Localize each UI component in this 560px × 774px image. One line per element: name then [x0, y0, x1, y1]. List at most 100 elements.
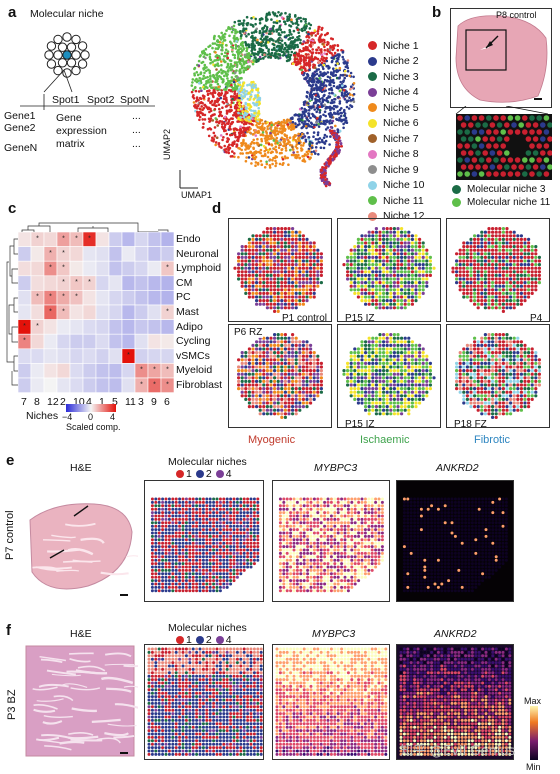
- umap-point: [341, 118, 345, 122]
- umap-point: [304, 138, 308, 142]
- tissue-spot: [312, 376, 316, 380]
- c-colorbar: [66, 404, 116, 412]
- umap-point: [216, 124, 219, 127]
- tissue-spot: [305, 343, 309, 347]
- visium-spot: [547, 136, 552, 142]
- visium-spot: [464, 171, 470, 177]
- umap-point: [216, 62, 219, 65]
- tissue-spot: [305, 288, 309, 292]
- tissue-spot: [312, 351, 316, 355]
- umap-point: [285, 59, 289, 63]
- umap-point: [342, 89, 346, 92]
- tissue-spot: [305, 361, 309, 365]
- tissue-spot: [382, 291, 386, 295]
- tissue-spot: [276, 241, 280, 245]
- tissue-spot: [530, 291, 534, 295]
- tissue-spot: [255, 245, 259, 249]
- umap-point: [297, 136, 300, 140]
- tissue-spot: [309, 248, 313, 252]
- tissue-spot: [509, 255, 513, 259]
- tissue-spot: [258, 288, 262, 292]
- umap-point: [336, 53, 339, 57]
- umap-point: [341, 55, 344, 59]
- tissue-spot: [349, 270, 353, 274]
- tissue-spot: [389, 306, 393, 310]
- tissue-spot: [240, 252, 244, 256]
- heatmap-cell: [95, 246, 110, 262]
- tissue-spot: [378, 241, 382, 245]
- umap-point: [312, 123, 316, 127]
- tissue-spot: [385, 273, 389, 277]
- tissue-spot: [312, 259, 316, 263]
- tissue-spot: [469, 248, 473, 252]
- umap-point: [213, 59, 216, 62]
- niche-legend-item: Niche 12: [368, 209, 424, 225]
- umap-point: [198, 118, 201, 122]
- umap-point: [208, 120, 211, 123]
- visium-spot: [493, 115, 499, 121]
- umap-point: [308, 68, 311, 72]
- tissue-spot: [294, 277, 298, 281]
- tissue-spot: [418, 245, 422, 249]
- umap-point: [249, 131, 252, 135]
- tissue-spot: [276, 372, 280, 376]
- umap-point: [249, 93, 253, 96]
- tissue-spot: [501, 248, 505, 252]
- tissue-spot: [410, 288, 414, 292]
- d-tissue-tile: P4 FZ: [446, 218, 550, 322]
- tissue-spot: [476, 295, 480, 299]
- tissue-spot: [269, 340, 273, 344]
- umap-point: [195, 99, 198, 103]
- tissue-spot: [516, 255, 520, 259]
- tissue-spot: [382, 273, 386, 277]
- umap-point: [276, 141, 279, 145]
- tissue-spot: [360, 252, 364, 256]
- neighbour-spot: [53, 34, 63, 45]
- tissue-spot: [491, 284, 495, 288]
- tissue-spot: [280, 288, 284, 292]
- tissue-spot: [487, 277, 491, 281]
- umap-point: [302, 40, 306, 43]
- tissue-spot: [276, 351, 280, 355]
- tissue-spot: [465, 255, 469, 259]
- umap-point: [284, 11, 287, 15]
- tissue-spot: [244, 291, 248, 295]
- tissue-spot: [487, 237, 491, 241]
- umap-point: [248, 107, 251, 110]
- tissue-spot: [385, 284, 389, 288]
- tissue-spot: [534, 288, 538, 292]
- tissue-spot: [487, 284, 491, 288]
- umap-point: [323, 176, 326, 179]
- umap-point: [315, 117, 319, 120]
- tissue-spot: [283, 333, 287, 337]
- tissue-spot: [512, 266, 516, 270]
- umap-point: [286, 142, 289, 145]
- tissue-spot: [462, 295, 466, 299]
- tissue-spot: [280, 245, 284, 249]
- tissue-spot: [527, 245, 531, 249]
- umap-point: [302, 17, 305, 21]
- tissue-spot: [494, 281, 498, 285]
- heatmap-cell: [121, 377, 136, 393]
- umap-point: [251, 152, 255, 155]
- tissue-spot: [280, 343, 284, 347]
- umap-point: [242, 19, 246, 22]
- tissue-spot: [244, 361, 248, 365]
- umap-point: [239, 115, 242, 119]
- umap-point: [309, 44, 312, 47]
- tissue-spot: [312, 284, 316, 288]
- umap-point: [325, 56, 328, 60]
- tissue-spot: [283, 234, 287, 238]
- umap-point: [272, 147, 276, 151]
- umap-point: [220, 123, 224, 126]
- tissue-spot: [410, 273, 414, 277]
- tissue-spot: [247, 281, 251, 285]
- visium-spot: [482, 122, 488, 128]
- tissue-spot: [455, 277, 459, 281]
- tissue-spot: [262, 230, 266, 234]
- heatmap-cell: [82, 363, 97, 379]
- tissue-spot: [353, 277, 357, 281]
- visium-spot: [536, 143, 542, 149]
- tissue-spot: [280, 263, 284, 267]
- tissue-spot: [276, 354, 280, 358]
